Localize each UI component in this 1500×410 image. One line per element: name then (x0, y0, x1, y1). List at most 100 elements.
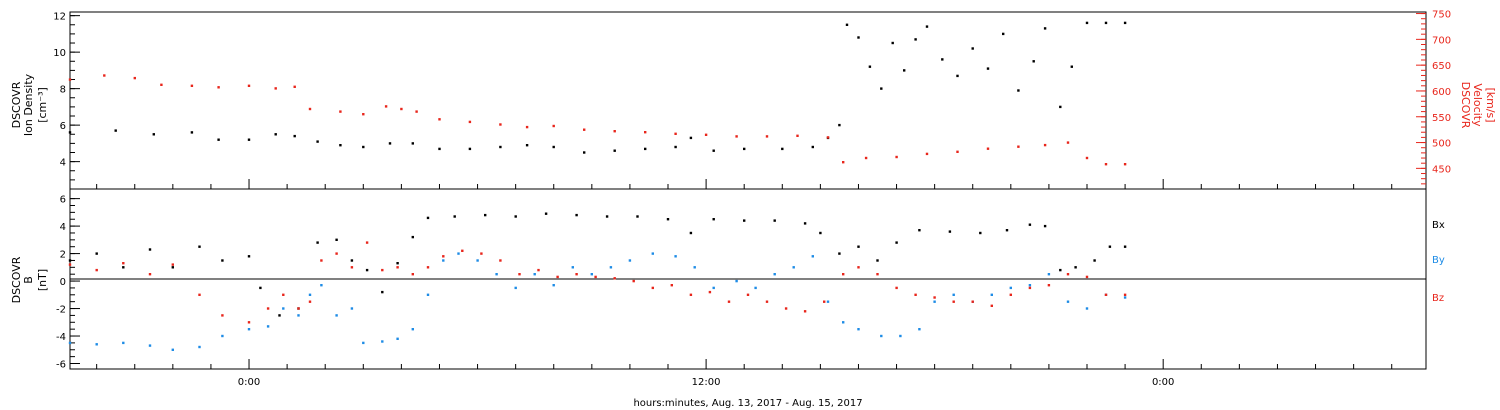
velocity-ylabel-line-2: Velocity (1471, 83, 1484, 127)
b-point-series-0 (95, 252, 98, 255)
b-point-series-2 (171, 263, 174, 266)
velocity-ylabel-line-1: DSCOVR (1459, 82, 1472, 129)
plasma-point-series-0 (1043, 27, 1047, 30)
magnetic-panel: -6 -4 -2 0 2 4 6 DSCOVR B [nT] Bx By Bz (10, 188, 1445, 371)
b-point-series-0 (411, 235, 414, 239)
b-point-series-2 (670, 284, 673, 287)
plasma-point-series-1 (1085, 156, 1089, 160)
plasma-point-series-0 (1085, 21, 1089, 25)
b-point-series-0 (743, 219, 746, 222)
b-point-series-2 (895, 286, 898, 290)
b-point-series-1 (1009, 286, 1012, 290)
plasma-point-series-0 (971, 47, 974, 50)
b-point-series-1 (495, 273, 498, 276)
b-point-series-1 (1047, 273, 1051, 276)
b-point-series-2 (594, 275, 597, 279)
b-point-series-2 (247, 321, 251, 324)
b-point-series-2 (914, 293, 917, 296)
x-tick-label: 12:00 (692, 377, 721, 388)
b-point-series-1 (754, 286, 757, 290)
b-point-series-1 (590, 273, 593, 276)
b-point-series-2 (282, 293, 285, 296)
b-point-series-2 (68, 263, 72, 266)
b-point-series-0 (689, 231, 693, 235)
b-point-series-1 (990, 293, 993, 296)
plasma-point-series-0 (1017, 89, 1020, 92)
b-point-series-1 (609, 266, 613, 269)
plasma-point-series-1 (986, 147, 990, 150)
b-point-series-0 (1108, 245, 1112, 248)
plasma-point-series-0 (247, 138, 251, 141)
b-ylabel-line-1: DSCOVR (10, 256, 23, 303)
b-point-series-1 (712, 286, 715, 290)
plasma-point-series-1 (384, 105, 388, 108)
b-point-series-1 (476, 259, 479, 262)
b-point-series-1 (514, 286, 517, 290)
plasma-point-series-0 (925, 25, 929, 28)
b-point-series-0 (876, 259, 879, 262)
velocity-axis: 450 500 550 600 650 700 750 (1416, 10, 1451, 185)
b-tick-label: 6 (60, 195, 66, 206)
plasma-point-series-0 (499, 145, 502, 149)
plasma-point-series-1 (468, 120, 472, 124)
plasma-point-series-1 (68, 78, 72, 81)
b-point-series-0 (575, 213, 578, 217)
plasma-point-series-0 (914, 38, 917, 41)
b-point-series-1 (918, 328, 921, 331)
b-point-series-2 (148, 273, 152, 276)
b-point-series-0 (426, 216, 430, 220)
plasma-point-series-1 (160, 83, 163, 86)
b-point-series-0 (335, 238, 338, 241)
plasma-point-series-1 (613, 130, 616, 133)
x-axis-title: hours:minutes, Aug. 13, 2017 - Aug. 15, … (633, 398, 862, 409)
magnetic-data-points (68, 212, 1127, 351)
plasma-panel: 4 6 8 10 12 450 500 550 600 650 700 750 DSCOVR Ion… (10, 10, 1497, 190)
plasma-point-series-1 (583, 128, 586, 131)
b-point-series-2 (1028, 286, 1032, 290)
density-ylabel-line-1: DSCOVR (10, 81, 23, 128)
b-point-series-0 (365, 268, 369, 272)
plasma-point-series-0 (1104, 21, 1108, 25)
b-point-series-2 (803, 310, 807, 313)
plasma-point-series-1 (674, 132, 677, 135)
b-point-series-0 (278, 314, 281, 317)
plasma-point-series-1 (274, 87, 277, 90)
plasma-point-series-0 (190, 131, 194, 134)
b-point-series-1 (171, 348, 174, 351)
b-point-series-1 (857, 328, 860, 331)
ion-density-axis: 4 6 8 10 12 (53, 12, 80, 181)
b-point-series-2 (308, 300, 312, 303)
b-point-series-1 (148, 344, 152, 347)
b-point-series-0 (773, 219, 776, 222)
plasma-point-series-0 (1002, 32, 1005, 36)
plasma-point-series-0 (903, 69, 906, 72)
b-point-series-2 (746, 293, 750, 296)
b-point-series-1 (320, 284, 323, 287)
velocity-tick-label: 650 (1432, 61, 1451, 72)
b-point-series-2 (499, 259, 502, 262)
plasma-point-series-1 (400, 107, 403, 111)
plasma-point-series-1 (735, 135, 738, 138)
b-point-series-2 (990, 304, 993, 307)
b-point-series-1 (335, 314, 338, 317)
b-tick-label: -6 (56, 360, 66, 371)
b-point-series-1 (1085, 307, 1089, 310)
b-point-series-1 (68, 341, 72, 345)
b-point-series-2 (1066, 273, 1070, 276)
b-point-series-2 (480, 252, 483, 255)
density-tick-label: 12 (53, 12, 66, 23)
x-tick-label: 0:00 (1152, 377, 1174, 388)
b-tick-label: 2 (60, 250, 66, 261)
b-point-series-2 (335, 252, 338, 255)
b-point-series-2 (784, 307, 788, 310)
b-point-series-0 (636, 215, 639, 218)
legend-bz-label: Bz (1432, 293, 1444, 304)
x-tick-label: 0:00 (238, 377, 260, 388)
b-point-series-1 (811, 255, 814, 258)
b-point-series-1 (221, 334, 224, 338)
b-point-series-2 (952, 300, 955, 303)
b-point-series-2 (575, 273, 578, 276)
b-point-series-1 (396, 337, 399, 340)
plasma-point-series-1 (293, 85, 296, 88)
plasma-point-series-1 (190, 84, 194, 87)
